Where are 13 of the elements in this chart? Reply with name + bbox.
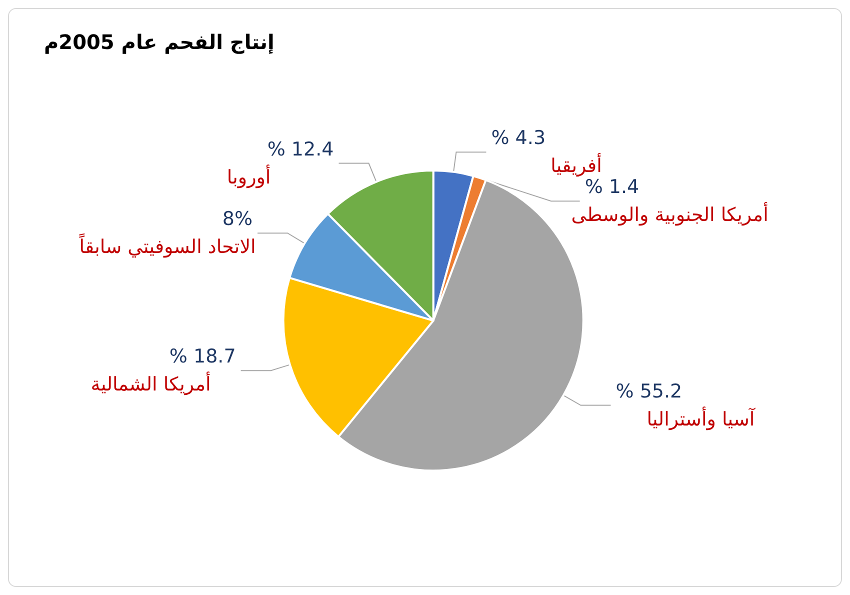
data-label: % 1.4 — [584, 176, 640, 198]
slice-label: أفريقيا — [550, 153, 602, 178]
chart-title: إنتاج الفحم عام 2005م — [44, 30, 274, 54]
slice-label: أمريكا الجنوبية والوسطى — [571, 202, 768, 226]
slice-label: آسيا وأستراليا — [646, 406, 756, 430]
slice-label: الاتحاد السوفيتي سابقاً — [79, 232, 256, 258]
data-label: % 12.4 — [267, 138, 334, 160]
slice-label: أوروبا — [226, 164, 271, 188]
data-label: 8% — [222, 208, 253, 230]
data-label: % 4.3 — [491, 127, 546, 150]
slice-label: أمريكا الشمالية — [90, 372, 211, 396]
data-label: % 18.7 — [169, 346, 236, 368]
data-label: % 55.2 — [616, 380, 682, 402]
